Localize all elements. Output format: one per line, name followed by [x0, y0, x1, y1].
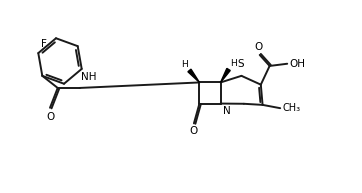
Text: H: H	[231, 59, 237, 69]
Text: F: F	[41, 39, 47, 49]
Polygon shape	[188, 69, 199, 82]
Text: H: H	[181, 60, 188, 69]
Text: CH₃: CH₃	[282, 103, 300, 113]
Text: O: O	[46, 112, 54, 122]
Text: N: N	[223, 106, 230, 116]
Polygon shape	[220, 68, 230, 82]
Text: NH: NH	[81, 72, 96, 82]
Text: S: S	[237, 59, 244, 69]
Text: O: O	[254, 42, 263, 52]
Text: OH: OH	[289, 59, 305, 69]
Text: O: O	[190, 126, 198, 136]
